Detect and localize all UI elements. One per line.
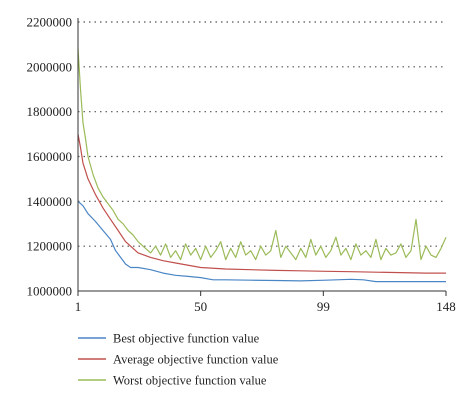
y-axis-tick-labels: 1000000 1200000 1400000 1600000 1800000 20000… [27,15,73,299]
series-line-1 [77,200,446,283]
y-tick-label: 1000000 [27,284,73,299]
x-tick-label: 1 [75,299,82,314]
x-tick-label: 50 [194,299,207,314]
legend-label-1: Best objective function value [113,332,260,346]
y-tick-label: 2000000 [27,59,73,74]
y-tick-label: 1400000 [27,194,73,209]
y-tick-label: 1600000 [27,149,73,164]
axes [77,18,447,296]
series-line-3 [77,48,447,261]
series-line-2 [77,133,446,274]
x-tick-label: 148 [436,299,456,314]
series-lines [77,48,447,283]
x-tick-label: 99 [317,299,330,314]
legend-label-2: Average objective function value [113,353,279,367]
y-tick-label: 1800000 [27,104,73,119]
legend: Best objective function value Average obj… [78,332,279,388]
legend-label-3: Worst objective function value [113,374,267,388]
y-tick-label: 1200000 [27,239,73,254]
y-tick-label: 2200000 [27,15,73,30]
x-axis-tick-labels: 1 50 99 148 [75,299,456,314]
grid-lines [78,21,446,247]
